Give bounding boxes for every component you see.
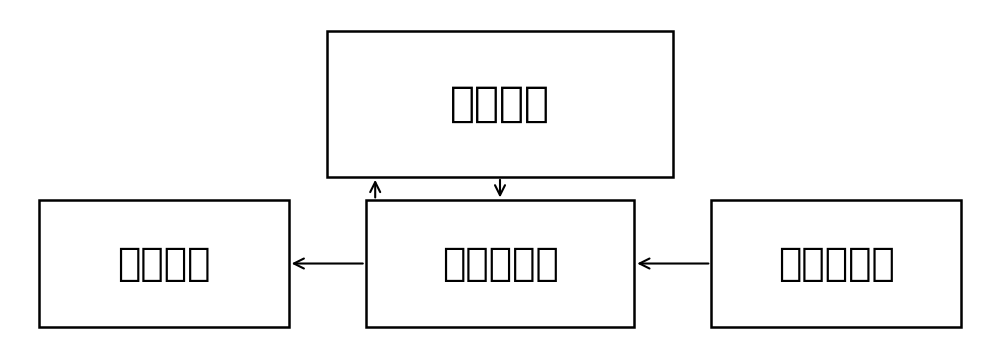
Text: 应用电路: 应用电路 xyxy=(450,83,550,125)
Bar xyxy=(327,30,673,177)
Bar xyxy=(711,200,961,327)
Text: 误差放大器: 误差放大器 xyxy=(442,245,558,282)
Text: 场效应管: 场效应管 xyxy=(117,245,211,282)
Bar xyxy=(39,200,289,327)
Text: 缓启动电路: 缓启动电路 xyxy=(778,245,894,282)
Bar xyxy=(366,200,634,327)
